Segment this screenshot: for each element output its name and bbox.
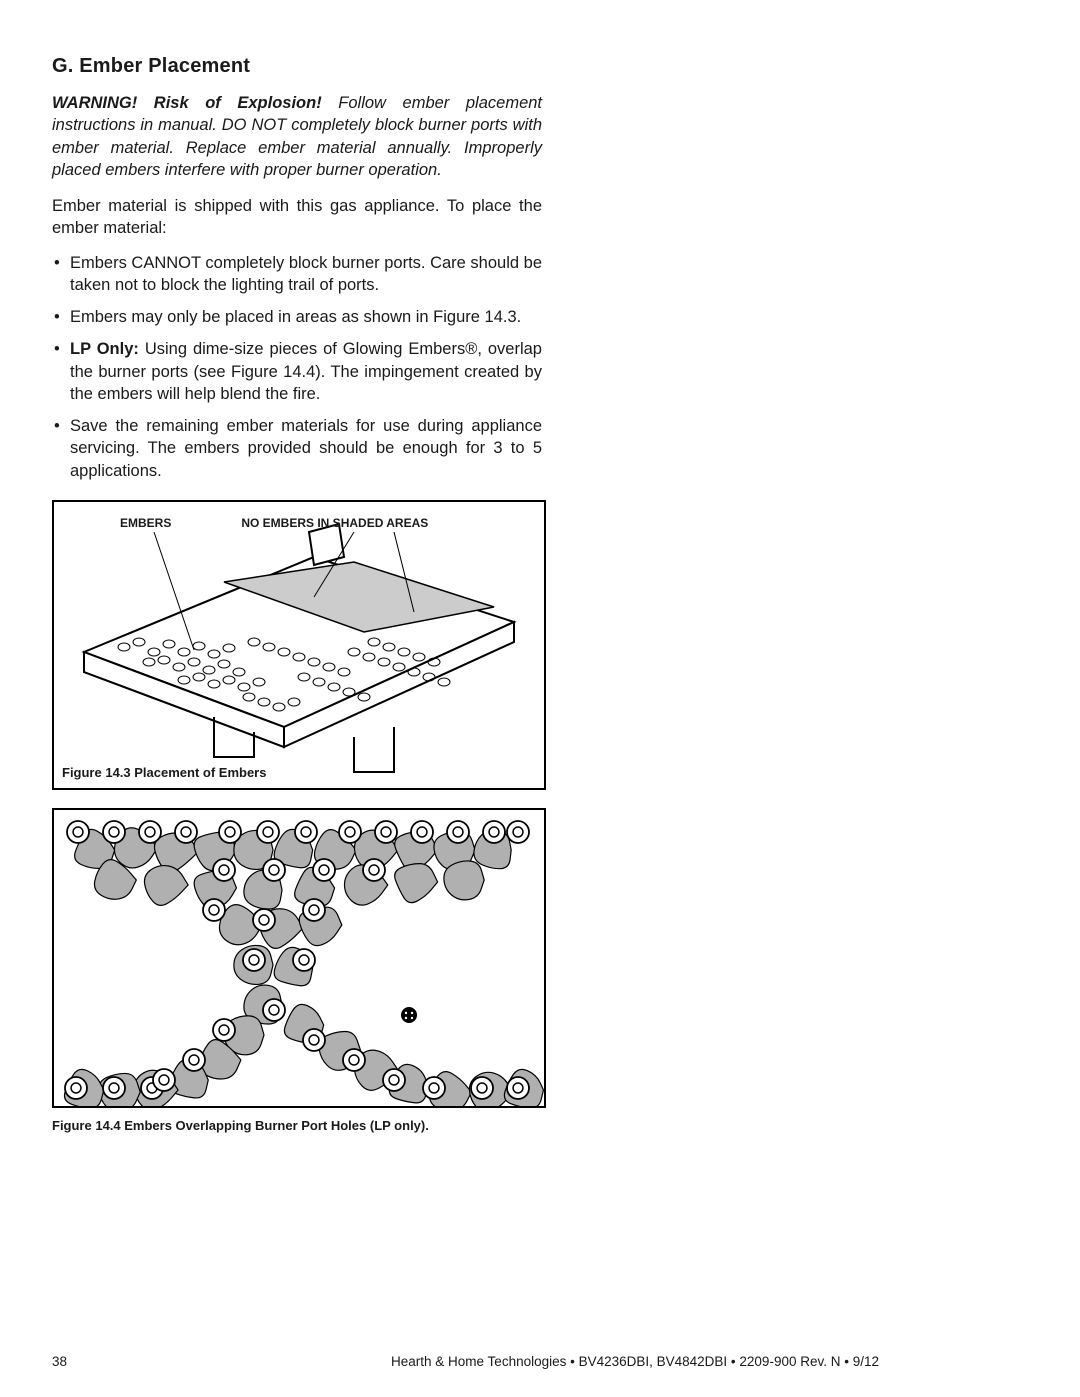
figure-14-4-caption: Figure 14.4 Embers Overlapping Burner Po… <box>52 1118 546 1133</box>
figure-14-4-svg <box>54 810 544 1106</box>
warning-paragraph: WARNING! Risk of Explosion! Follow ember… <box>52 92 542 181</box>
page-footer: 38 Hearth & Home Technologies • BV4236DB… <box>52 1354 1028 1369</box>
page-content: G. Ember Placement WARNING! Risk of Expl… <box>52 55 542 1133</box>
figure-14-4 <box>52 808 546 1108</box>
bullet-list: Embers CANNOT completely block burner po… <box>52 252 542 482</box>
figure-labels: EMBERS NO EMBERS IN SHADED AREAS <box>54 516 544 530</box>
list-item: LP Only: Using dime-size pieces of Glowi… <box>70 338 542 405</box>
figure-14-3-caption: Figure 14.3 Placement of Embers <box>62 765 266 780</box>
figure-label-noembers: NO EMBERS IN SHADED AREAS <box>241 516 428 530</box>
warning-bold: WARNING! Risk of Explosion! <box>52 94 322 112</box>
list-item: Embers CANNOT completely block burner po… <box>70 252 542 297</box>
figure-14-3-svg <box>54 502 544 790</box>
intro-paragraph: Ember material is shipped with this gas … <box>52 195 542 240</box>
footer-text: Hearth & Home Technologies • BV4236DBI, … <box>242 1354 1028 1369</box>
page-number: 38 <box>52 1354 242 1369</box>
figure-label-embers: EMBERS <box>120 516 171 530</box>
figure-14-3: EMBERS NO EMBERS IN SHADED AREAS Figure … <box>52 500 546 790</box>
list-item: Embers may only be placed in areas as sh… <box>70 306 542 328</box>
figure-14-4-wrap: Figure 14.4 Embers Overlapping Burner Po… <box>52 808 546 1133</box>
list-item: Save the remaining ember materials for u… <box>70 415 542 482</box>
section-heading: G. Ember Placement <box>52 55 542 78</box>
